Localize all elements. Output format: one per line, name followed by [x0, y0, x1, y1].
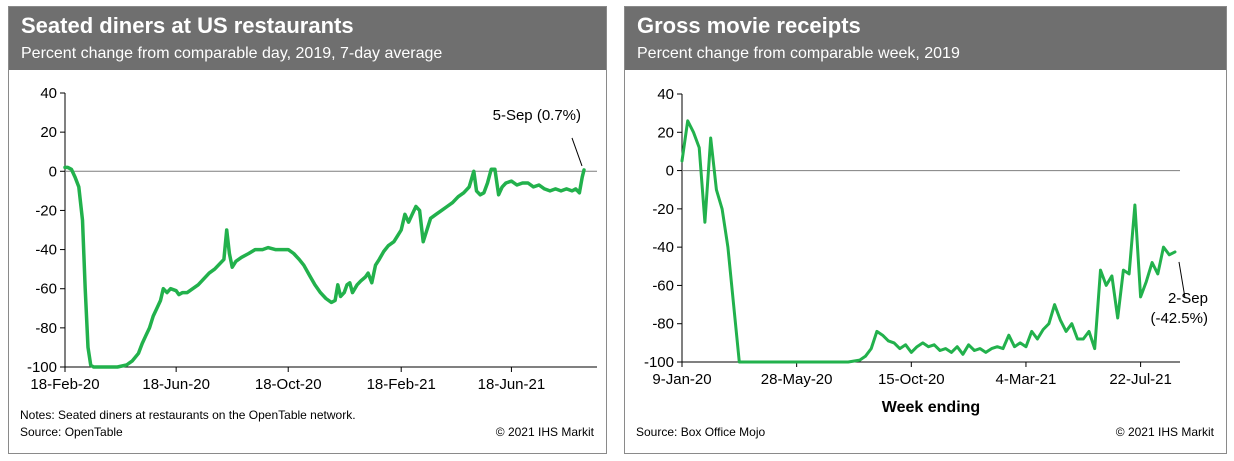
y-tick-label: 20 — [40, 124, 57, 141]
chart-title: Seated diners at US restaurants — [21, 13, 354, 38]
chart-panel-right: Gross movie receipts Percent change from… — [624, 6, 1227, 454]
annotation-leader — [571, 137, 583, 167]
series-line — [680, 119, 1177, 364]
x-tick-label: 18-Feb-20 — [30, 376, 99, 393]
y-tick-label: -100 — [644, 354, 674, 371]
y-tick-label: -40 — [35, 242, 57, 259]
x-tick-label: 22-Jul-21 — [1109, 371, 1172, 388]
x-tick-label: 15-Oct-20 — [878, 371, 945, 388]
annotation-label: 5-Sep (0.7%) — [493, 107, 581, 124]
y-tick-label: 20 — [657, 124, 674, 141]
x-tick-label: 4-Mar-21 — [996, 371, 1057, 388]
y-tick-label: -80 — [35, 320, 57, 337]
chart-copyright: © 2021 IHS Markit — [1115, 425, 1214, 439]
chart-source: Source: Box Office Mojo — [636, 425, 766, 439]
x-tick-label: 28-May-20 — [761, 371, 833, 388]
x-tick-label: 18-Feb-21 — [367, 376, 436, 393]
chart-subtitle: Percent change from comparable day, 2019… — [21, 45, 443, 62]
y-tick-label: -20 — [35, 202, 57, 219]
annotation-label: (-42.5%) — [1150, 310, 1208, 327]
annotation-leader — [1178, 261, 1186, 299]
y-tick-label: -60 — [652, 277, 674, 294]
x-tick-label: 18-Jun-21 — [478, 376, 546, 393]
y-tick-label: 0 — [49, 163, 57, 180]
chart-notes: Notes: Seated diners at restaurants on t… — [20, 408, 356, 422]
chart-title: Gross movie receipts — [637, 13, 861, 38]
chart-source: Source: OpenTable — [20, 425, 123, 439]
y-tick-label: -100 — [27, 359, 57, 376]
y-tick-label: 0 — [666, 163, 674, 180]
chart-subtitle: Percent change from comparable week, 201… — [637, 45, 960, 62]
y-tick-label: 40 — [40, 85, 57, 102]
y-tick-label: -60 — [35, 281, 57, 298]
annotation-label: 2-Sep — [1168, 290, 1208, 307]
x-axis-title: Week ending — [882, 399, 980, 416]
y-tick-label: 40 — [657, 86, 674, 103]
y-tick-label: -40 — [652, 239, 674, 256]
series-line — [63, 165, 586, 369]
x-tick-label: 18-Jun-20 — [142, 376, 210, 393]
chart-copyright: © 2021 IHS Markit — [495, 425, 594, 439]
chart-header: Gross movie receipts Percent change from… — [625, 7, 1226, 70]
x-tick-label: 18-Oct-20 — [255, 376, 322, 393]
chart-panel-left: Seated diners at US restaurants Percent … — [8, 6, 607, 454]
y-tick-label: -20 — [652, 201, 674, 218]
y-tick-label: -80 — [652, 316, 674, 333]
x-tick-label: 9-Jan-20 — [652, 371, 711, 388]
chart-header: Seated diners at US restaurants Percent … — [9, 7, 606, 70]
